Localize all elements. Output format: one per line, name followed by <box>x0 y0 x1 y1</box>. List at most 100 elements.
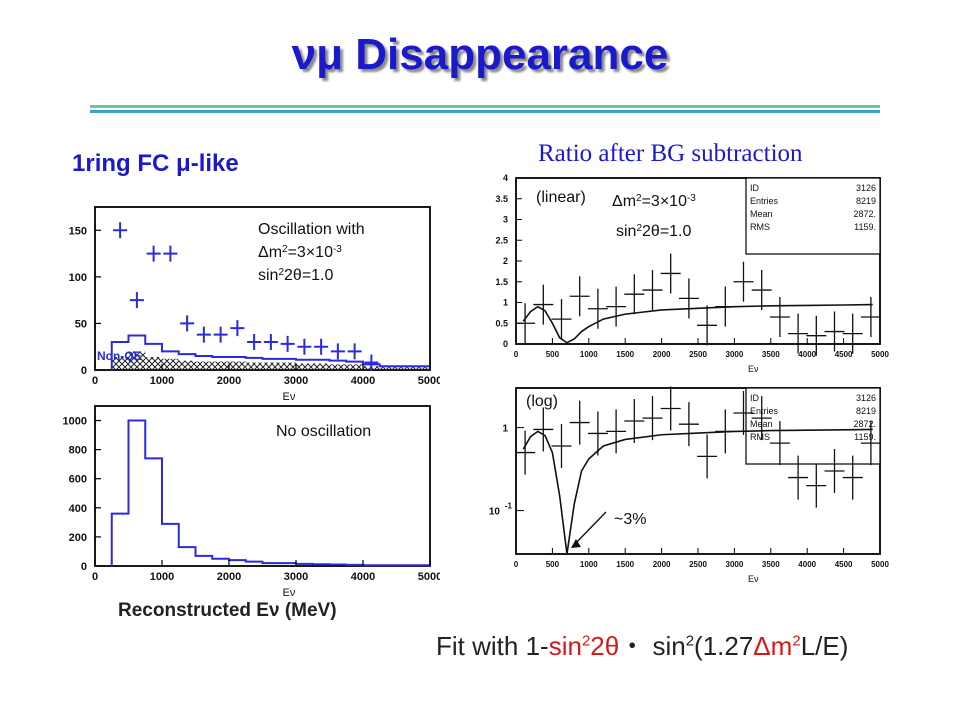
scale-annotation: (linear) <box>536 189 586 206</box>
data-point <box>213 326 228 343</box>
data-point <box>587 411 608 456</box>
x-tick-label: 4000 <box>798 560 816 569</box>
oscillation-annotation: sin22θ=1.0 <box>258 267 334 285</box>
data-point <box>806 315 827 356</box>
data-point <box>697 305 718 346</box>
x-tick-label: 1500 <box>616 350 634 359</box>
x-tick-label: 2500 <box>689 350 707 359</box>
non-qe-bar <box>279 362 296 370</box>
data-point <box>660 253 681 294</box>
data-point <box>842 455 863 500</box>
stats-box <box>745 177 881 255</box>
data-point <box>697 434 718 479</box>
non-qe-bar <box>346 364 363 370</box>
x-tick-label: 4500 <box>835 560 853 569</box>
data-point <box>751 396 772 441</box>
data-point <box>660 386 681 431</box>
non-qe-bar <box>379 367 430 370</box>
title-text: Disappearance <box>355 30 669 79</box>
data-point <box>247 334 262 351</box>
non-qe-bar <box>162 358 179 370</box>
data-point <box>515 430 536 475</box>
y-tick-label: 2 <box>503 256 508 266</box>
x-tick-label: 2000 <box>217 571 241 583</box>
data-point <box>113 222 128 239</box>
stats-value: 8219 <box>856 406 876 416</box>
stats-value: 3126 <box>856 393 876 403</box>
data-point <box>330 343 345 360</box>
data-point <box>860 421 881 466</box>
data-point <box>146 245 161 262</box>
data-point <box>263 334 278 351</box>
x-tick-label: 4000 <box>351 571 375 583</box>
data-point <box>569 276 590 317</box>
slide-title: νμ Disappearance <box>0 30 960 80</box>
data-point <box>824 311 845 352</box>
x-tick-label: 0 <box>514 560 519 569</box>
chart-oscillation-histogram: 0 50 100 150 0 1000 2000 3000 4000 5000 Eν Oscillat… <box>69 206 440 403</box>
stats-value: 8219 <box>856 196 876 206</box>
stats-key: Mean <box>750 209 773 219</box>
data-point <box>533 407 554 452</box>
stats-value: 2872. <box>853 419 876 429</box>
data-point <box>347 343 362 360</box>
oscillation-annotation: Δm2=3×10-3 <box>258 244 342 262</box>
stats-key: ID <box>750 183 760 193</box>
x-tick-label: 3000 <box>284 571 308 583</box>
y-tick-label: 150 <box>69 225 87 237</box>
y-tick-label: 600 <box>69 474 87 486</box>
data-point <box>788 313 809 354</box>
y-tick-label: 3 <box>503 215 508 225</box>
x-tick-label: 5000 <box>871 560 889 569</box>
data-point <box>715 409 736 454</box>
x-tick-label: 1500 <box>616 560 634 569</box>
y-tick-label: 4 <box>503 173 508 183</box>
x-tick-label: 3000 <box>284 375 308 387</box>
no-oscillation-histogram <box>110 419 431 567</box>
data-point <box>733 390 754 435</box>
stats-key: ID <box>750 393 760 403</box>
non-qe-bar <box>178 360 196 370</box>
data-point <box>196 326 211 343</box>
right-heading: Ratio after BG subtraction <box>538 140 803 167</box>
data-point <box>587 288 608 329</box>
y-tick-label: 2.5 <box>495 235 508 245</box>
stats-value: 3126 <box>856 183 876 193</box>
stats-value: 2872. <box>853 209 876 219</box>
plot-frame <box>94 405 431 567</box>
data-point <box>569 400 590 445</box>
data-point <box>769 421 790 466</box>
y-tick-label-exp: -1 <box>505 502 513 511</box>
x-tick-label: 5000 <box>418 375 440 387</box>
y-tick-label: 1000 <box>63 416 87 428</box>
non-qe-label: Non-QE <box>97 349 142 363</box>
non-qe-bar <box>312 363 330 370</box>
x-tick-label: 5000 <box>418 571 440 583</box>
stats-key: RMS <box>750 432 770 442</box>
non-qe-bar <box>128 351 146 370</box>
oscillation-annotation: Oscillation with <box>258 221 365 238</box>
x-tick-label: 5000 <box>871 350 889 359</box>
x-tick-label: 2000 <box>217 375 241 387</box>
data-point <box>788 455 809 500</box>
data-point <box>715 286 736 327</box>
data-point <box>624 399 645 444</box>
y-tick-label: 0.5 <box>495 318 508 328</box>
data-point <box>769 297 790 338</box>
data-point <box>230 320 245 337</box>
x-tick-label: 1000 <box>150 571 174 583</box>
x-axis-title: Reconstructed Eν (MeV) <box>118 600 337 621</box>
non-qe-bar <box>195 361 213 370</box>
data-point <box>297 338 312 355</box>
x-tick-label: 3500 <box>762 560 780 569</box>
x-tick-label: 3000 <box>726 560 744 569</box>
y-tick-label: 400 <box>69 503 87 515</box>
nu-mu-symbol: νμ <box>291 30 344 79</box>
x-tick-label: 4000 <box>798 350 816 359</box>
data-point <box>314 338 329 355</box>
data-point <box>842 313 863 354</box>
left-heading: 1ring FC μ-like <box>72 150 239 177</box>
y-tick-label: 0 <box>503 339 508 349</box>
stats-value: 1159. <box>854 432 876 442</box>
